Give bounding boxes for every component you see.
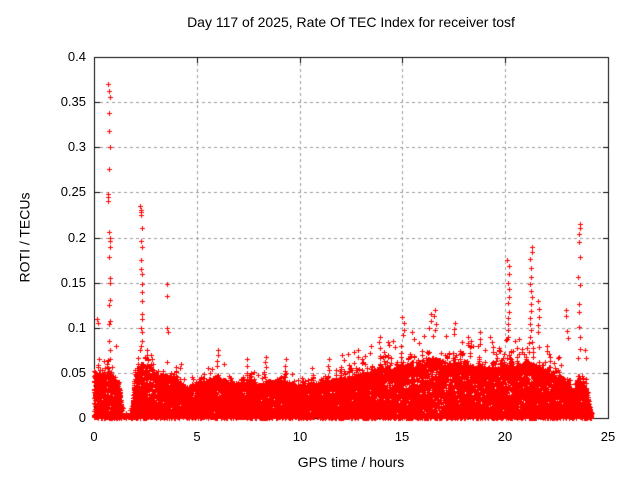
chart-title: Day 117 of 2025, Rate Of TEC Index for r…: [187, 14, 515, 30]
x-tick-label: 15: [394, 429, 410, 444]
y-tick-label: 0.1: [67, 320, 86, 335]
x-tick-label: 0: [90, 429, 98, 444]
y-tick-label: 0.35: [60, 94, 86, 109]
x-tick-label: 10: [292, 429, 308, 444]
y-tick-label: 0.25: [60, 184, 86, 199]
x-tick-label: 25: [600, 429, 616, 444]
x-axis-label: GPS time / hours: [297, 454, 405, 470]
y-tick-label: 0: [78, 410, 86, 425]
y-tick-label: 0.4: [67, 49, 86, 64]
y-tick-label: 0.3: [67, 139, 86, 154]
x-tick-label: 20: [497, 429, 513, 444]
y-tick-label: 0.15: [60, 275, 86, 290]
y-tick-label: 0.05: [60, 365, 86, 380]
x-tick-label: 5: [193, 429, 201, 444]
y-tick-label: 0.2: [67, 230, 86, 245]
